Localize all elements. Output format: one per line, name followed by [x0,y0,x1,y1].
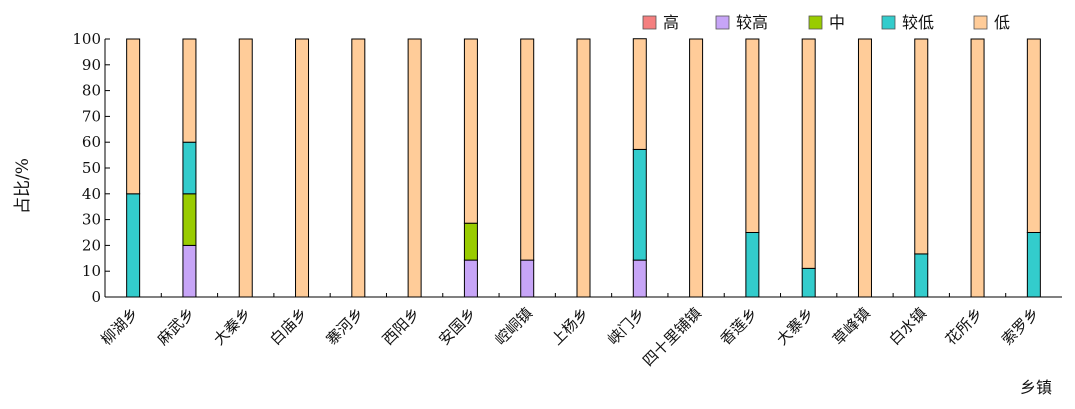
bar-segment [689,38,704,298]
bar-segment [576,38,591,298]
legend-item: 较低 [881,13,934,32]
legend-label: 较低 [902,13,934,32]
x-tick-label: 安国乡 [435,304,480,349]
y-tick-label: 40 [82,185,101,203]
x-tick-label: 柳湖乡 [97,304,142,349]
axes-layer [104,38,1062,298]
bar-segment [126,193,141,298]
legend-item: 中 [808,13,845,32]
bar-segment [745,38,760,233]
x-tick-label: 大秦乡 [210,304,255,349]
bar-segment [801,38,816,269]
bar-segment [463,38,478,224]
x-tick-label: 西阳乡 [379,304,424,349]
y-tick-label: 50 [82,159,101,177]
y-axis-title: 占比/% [13,158,33,214]
y-tick-label: 100 [72,30,101,48]
bar-segment [182,193,197,246]
x-tick-label: 麻武乡 [154,304,199,349]
legend-label: 低 [994,13,1010,32]
bar-segment [1026,38,1041,233]
bar-segment [632,259,647,298]
bar-segment [1026,232,1041,298]
x-tick-label: 白庙乡 [266,304,311,349]
y-tick-label: 90 [82,56,101,74]
y-tick-label: 80 [82,82,101,100]
bar-segment [295,38,310,298]
bar-segment [407,38,422,298]
x-tick-label: 草峰镇 [829,304,874,349]
legend-swatch [808,15,823,30]
bar-segment [520,259,535,298]
legend-swatch [881,15,896,30]
bar-segment [182,141,197,195]
bars-layer [126,38,1041,298]
bar-segment [914,38,929,255]
legend-label: 较高 [736,13,768,32]
bar-segment [182,38,197,143]
x-tick-label: 香莲乡 [717,304,762,349]
bar-segment [463,259,478,298]
bar-segment [182,244,197,298]
x-tick-label: 大寨乡 [773,304,818,349]
y-tick-label: 0 [91,288,101,306]
legend-item: 高 [642,13,679,32]
x-tick-label: 花所乡 [942,304,987,349]
bar-segment [632,148,647,261]
legend-swatch [973,15,988,30]
bar-segment [801,267,816,298]
bar-segment [520,38,535,261]
x-tick-label: 上杨乡 [548,304,593,349]
x-tick-label: 寨河乡 [323,304,368,349]
bar-segment [914,253,929,298]
bar-segment [463,222,478,261]
bar-segment [351,38,366,298]
bar-segment [857,38,872,298]
x-tick-label: 崆峒镇 [491,304,536,349]
bar-segment [632,38,647,150]
x-tick-label: 白水镇 [886,304,931,349]
x-tick-label: 四十里铺镇 [639,304,705,370]
legend-label: 高 [663,13,679,32]
legend-swatch [642,15,657,30]
bar-segment [126,38,141,195]
y-tick-label: 20 [82,236,101,254]
bar-segment [745,232,760,298]
x-tick-label: 峡门乡 [604,304,649,349]
y-tick-label: 30 [82,211,101,229]
y-tick-label: 60 [82,133,101,151]
bar-segment [970,38,985,298]
legend-label: 中 [829,13,845,32]
legend: 高 较高 中 较低 低 [642,13,1010,32]
bar-segment [238,38,253,298]
y-tick-label: 70 [82,107,101,125]
x-axis-title: 乡镇 [1020,378,1052,397]
legend-swatch [715,15,730,30]
y-tick-label: 10 [82,262,101,280]
x-tick-label: 索罗乡 [998,304,1043,349]
legend-item: 较高 [715,13,768,32]
legend-item: 低 [973,13,1010,32]
